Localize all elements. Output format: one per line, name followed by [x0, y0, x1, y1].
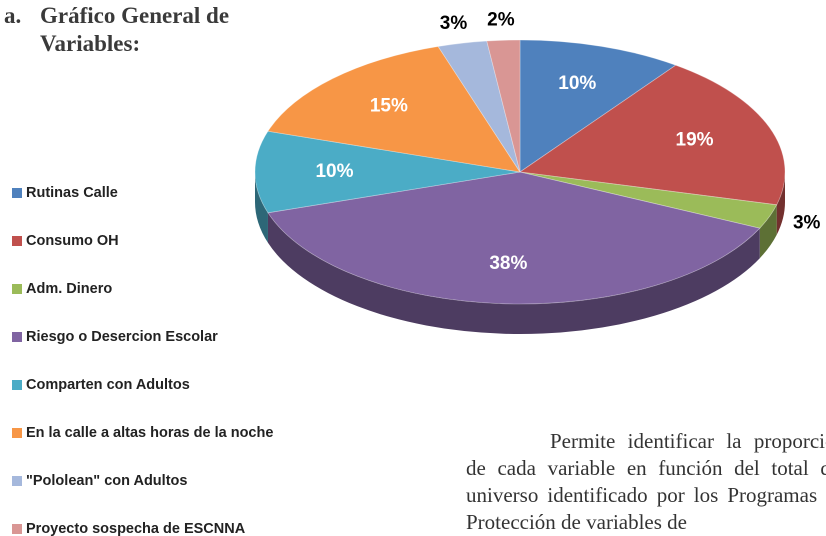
legend-label: Riesgo o Desercion Escolar — [26, 329, 218, 345]
legend-swatch — [12, 428, 22, 438]
legend-swatch — [12, 524, 22, 534]
paragraph: Permite identificar la proporción de cad… — [466, 429, 826, 534]
heading-title: Gráfico General de Variables: — [40, 3, 230, 56]
slice — [267, 46, 521, 173]
legend-swatch — [12, 236, 22, 246]
legend-label: En la calle a altas horas de la noche — [26, 425, 273, 441]
slice-side — [267, 212, 760, 334]
legend-swatch — [12, 188, 22, 198]
slice-label: 19% — [676, 130, 714, 151]
slice-label: 38% — [489, 253, 527, 274]
slice — [267, 171, 761, 305]
legend-label: "Pololean" con Adultos — [26, 473, 187, 489]
slice-label: 2% — [487, 10, 515, 31]
slice-label: 15% — [370, 96, 408, 117]
slice — [519, 39, 677, 173]
slice-side — [255, 172, 268, 243]
legend-label: Consumo OH — [26, 233, 119, 249]
slice-side — [776, 172, 786, 235]
legend-label: Adm. Dinero — [26, 281, 112, 297]
legend-swatch — [12, 332, 22, 342]
slice-label: 10% — [315, 161, 353, 182]
heading-marker: a. — [4, 3, 22, 28]
legend-label: Comparten con Adultos — [26, 377, 190, 393]
slice-side — [759, 204, 777, 259]
slice — [254, 130, 521, 214]
slice — [486, 39, 521, 173]
slice — [518, 64, 786, 206]
heading: a. Gráfico General de Variables: — [4, 2, 244, 58]
legend-label: Rutinas Calle — [26, 185, 118, 201]
legend-swatch — [12, 284, 22, 294]
slice-label: 10% — [558, 73, 596, 94]
slice — [519, 171, 778, 229]
legend-swatch — [12, 380, 22, 390]
slice-label: 3% — [440, 13, 468, 34]
slice — [437, 40, 521, 173]
legend-swatch — [12, 476, 22, 486]
legend-label: Proyecto sospecha de ESCNNA — [26, 521, 246, 536]
slice-label: 3% — [793, 212, 821, 233]
